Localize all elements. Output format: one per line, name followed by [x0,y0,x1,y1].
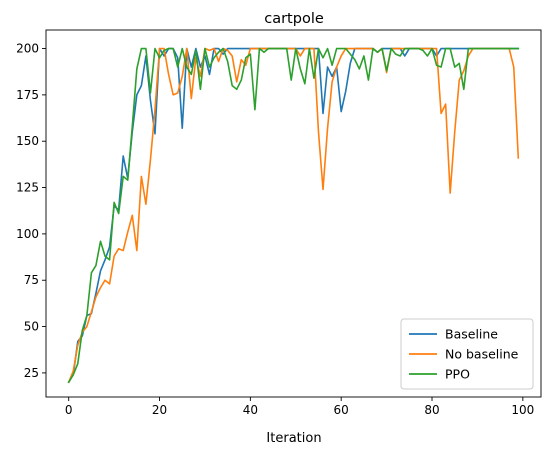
x-tick-label: 40 [243,403,258,417]
y-tick-label: 25 [24,366,39,380]
chart-title: cartpole [264,11,324,27]
legend-label: No baseline [445,347,519,362]
x-tick-label: 0 [65,403,73,417]
series-line-ppo [67,47,520,384]
y-tick-label: 75 [24,273,39,287]
x-tick-label: 20 [152,403,167,417]
x-tick-label: 60 [334,403,349,417]
x-axis-label: Iteration [266,431,321,446]
series-line-no-baseline [67,47,520,384]
x-tick-label: 100 [511,403,534,417]
x-axis: 0 20 40 60 80 100 [65,397,534,417]
y-tick-label: 100 [16,227,39,241]
y-tick-label: 200 [16,42,39,56]
legend-label: PPO [445,367,470,382]
x-tick-label: 80 [424,403,439,417]
legend-box [400,318,534,390]
plot-frame [45,29,542,398]
y-tick-label: 150 [16,134,39,148]
y-tick-label: 50 [24,320,39,334]
plot-lines [67,47,520,384]
y-tick-label: 125 [16,181,39,195]
y-axis: 25 50 75 100 125 150 175 200 [16,42,46,380]
y-tick-label: 175 [16,88,39,102]
legend-label: Baseline [445,327,498,342]
legend: Baseline No baseline PPO [400,318,534,390]
